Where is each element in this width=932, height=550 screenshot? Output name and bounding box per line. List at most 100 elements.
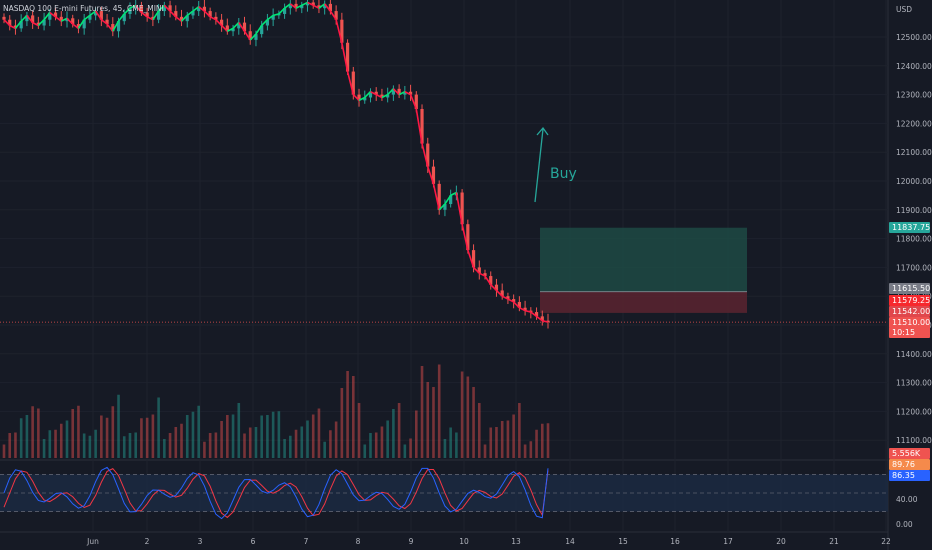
candle-body [185, 15, 189, 22]
candle-body [260, 25, 264, 35]
volume-bar [466, 376, 470, 458]
ma-segment [329, 10, 337, 21]
ma-segment [106, 23, 114, 32]
candle-body [139, 5, 144, 13]
candle-body [300, 5, 304, 9]
volume-bar [414, 410, 418, 458]
ma-segment [100, 19, 108, 25]
volume-bar [523, 444, 527, 458]
candle-body [116, 21, 121, 32]
volume-bar [77, 405, 80, 458]
candle-body [105, 19, 109, 25]
candle-body [265, 19, 270, 26]
candle-body [237, 22, 241, 29]
price-tick-label: 12000.00 [896, 177, 932, 186]
volume-bar [357, 403, 361, 458]
candle-body [391, 88, 395, 95]
volume-bar [243, 433, 246, 458]
volume-bar [334, 421, 338, 458]
candle-body [374, 91, 378, 95]
candle-body [471, 250, 476, 268]
volume-bar [197, 405, 200, 458]
candle-body [506, 296, 510, 300]
ma-segment [180, 14, 188, 22]
ma-segment [255, 25, 263, 35]
volume-bar [489, 427, 493, 458]
candle-body [128, 8, 132, 14]
volume-bar [111, 406, 115, 458]
candle-body [111, 24, 115, 32]
candle-body [363, 97, 367, 101]
ma-segment [513, 301, 520, 309]
osc-tick-label: 40.00 [896, 495, 918, 504]
buy-annotation-label: Buy [550, 166, 577, 182]
ma-segment [478, 272, 486, 277]
candle-body [294, 3, 298, 9]
volume-bar [226, 415, 229, 458]
ma-segment [112, 20, 120, 32]
ma-segment [77, 19, 85, 29]
volume-bar [460, 371, 464, 458]
volume-bar [140, 418, 143, 458]
candle-body [179, 16, 184, 22]
ma-segment [89, 10, 97, 17]
candle-body [282, 8, 287, 14]
last-red-price-label: 11579.25 [889, 295, 930, 306]
candle-body [334, 11, 338, 20]
volume-bar [540, 423, 544, 458]
volume-bar [495, 427, 498, 458]
volume-bar [289, 435, 292, 458]
volume-bar [25, 415, 29, 458]
candle-body [42, 19, 46, 26]
volume-bar [122, 436, 126, 458]
currency-label: USD [896, 5, 913, 14]
ma-segment [324, 3, 332, 12]
candle-body [523, 307, 527, 311]
ma-segment [135, 4, 143, 14]
candle-body [317, 5, 321, 9]
ma-segment [398, 91, 406, 96]
volume-bar [220, 421, 223, 458]
time-tick-label: 10 [459, 537, 469, 546]
candle-body [311, 2, 315, 6]
candle-body [76, 24, 81, 29]
price-tick-label: 11800.00 [896, 235, 932, 244]
volume-bar [248, 427, 252, 458]
price-tick-label: 11700.00 [896, 263, 932, 272]
candle-body [31, 15, 35, 23]
volume-bar [329, 430, 332, 458]
candle-body [162, 5, 166, 12]
entry-price-label: 11615.50 [889, 283, 930, 294]
osc-k-line [3, 466, 549, 520]
ma-segment [140, 11, 148, 18]
candle-body [368, 91, 373, 98]
candle-body [94, 11, 98, 16]
ma-segment [307, 1, 314, 7]
volume-bar [535, 429, 538, 458]
ma-segment [530, 311, 538, 317]
ma-segment [123, 7, 131, 15]
ma-segment [55, 16, 62, 22]
chart-title: NASDAQ 100 E-mini Futures, 45, CME_MINI [3, 4, 164, 13]
volume-bar [409, 438, 412, 458]
volume-bar [352, 376, 355, 458]
ma-segment [37, 19, 45, 27]
price-tick-label: 11100.00 [896, 436, 932, 445]
volume-bar [294, 429, 298, 458]
candle-body [13, 25, 18, 29]
volume-bar [254, 427, 258, 458]
candle-body [466, 224, 470, 251]
ma-segment [352, 94, 360, 101]
target-zone [540, 227, 747, 292]
volume-bar [237, 403, 241, 458]
volume-bar [369, 433, 372, 458]
volume-bar [477, 403, 481, 458]
volume-bar [443, 439, 447, 458]
close-price-label: 11510.00 [889, 317, 930, 328]
ma-segment [146, 16, 154, 21]
volume-bar [8, 433, 12, 458]
time-tick-label: 13 [511, 537, 521, 546]
ma-segment [501, 295, 509, 300]
